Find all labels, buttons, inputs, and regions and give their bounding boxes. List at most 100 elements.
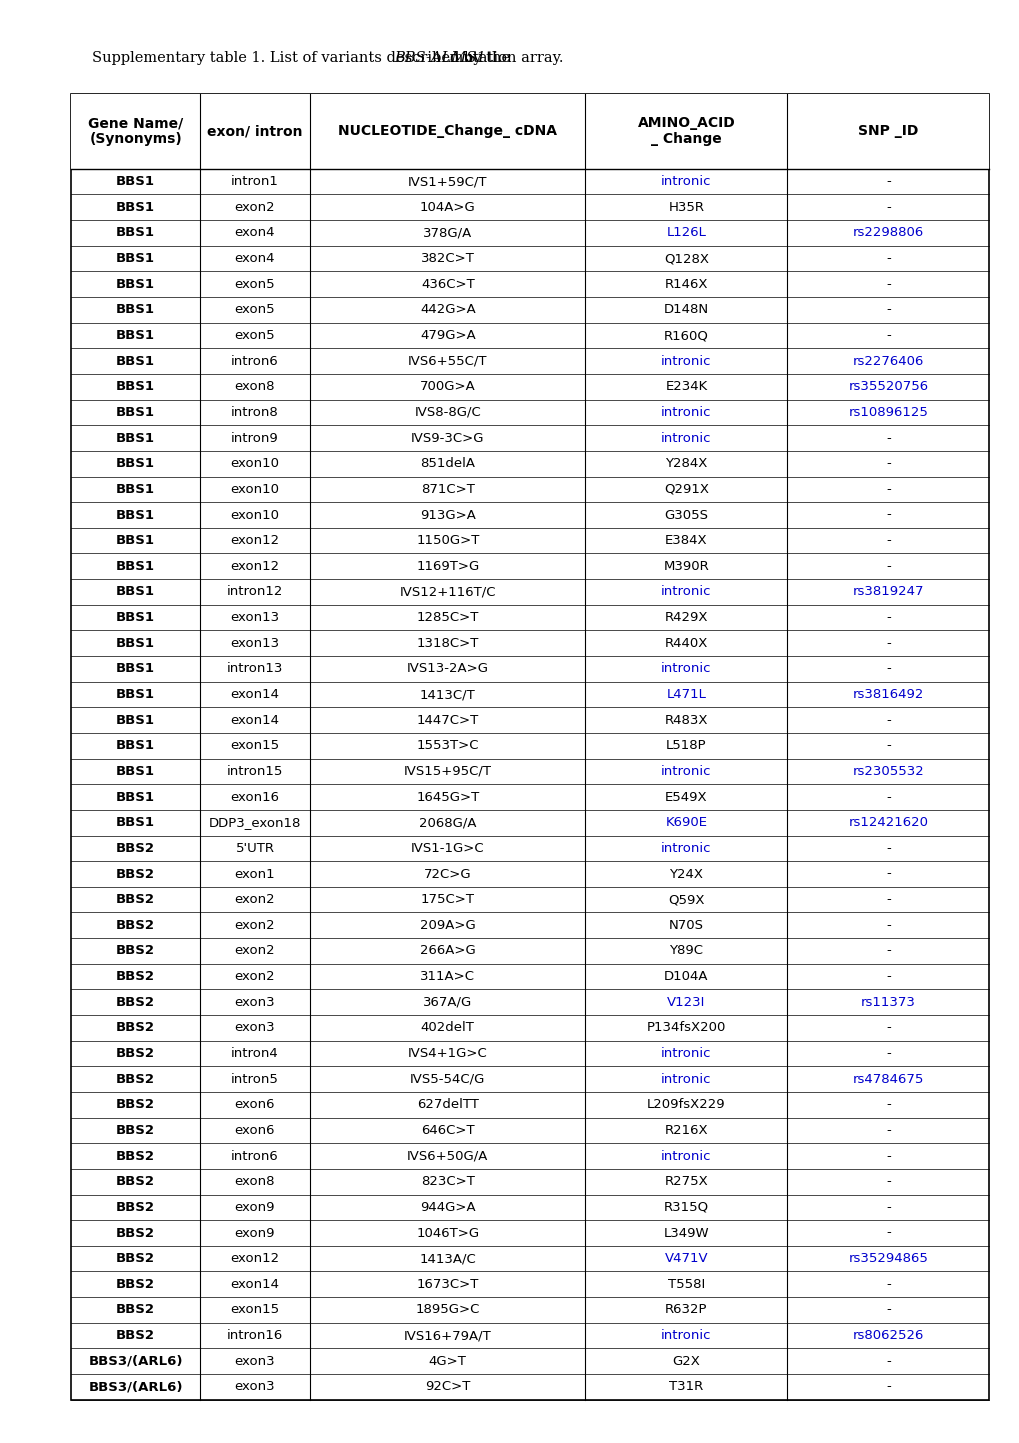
- Text: -: -: [886, 303, 890, 316]
- Text: -: -: [886, 791, 890, 804]
- Text: Q59X: Q59X: [667, 893, 704, 906]
- Text: BBS2: BBS2: [116, 1303, 155, 1316]
- Text: exon2: exon2: [234, 945, 275, 958]
- Text: Supplementary table 1. List of variants described by the: Supplementary table 1. List of variants …: [92, 51, 514, 65]
- Text: -: -: [886, 329, 890, 342]
- Text: G305S: G305S: [663, 508, 708, 521]
- Text: exon3: exon3: [234, 996, 275, 1009]
- Text: R632P: R632P: [664, 1303, 707, 1316]
- Text: -: -: [886, 560, 890, 573]
- Text: exon5: exon5: [234, 303, 275, 316]
- Text: exon8: exon8: [234, 381, 275, 394]
- Text: intron9: intron9: [231, 431, 278, 444]
- Text: intronic: intronic: [660, 841, 711, 854]
- Text: BBS2: BBS2: [116, 945, 155, 958]
- Text: 436C>T: 436C>T: [421, 277, 474, 290]
- Text: IVS15+95C/T: IVS15+95C/T: [404, 765, 491, 778]
- Text: intron15: intron15: [226, 765, 283, 778]
- Text: BBS2: BBS2: [116, 1227, 155, 1240]
- Text: -: -: [886, 1201, 890, 1214]
- Text: exon3: exon3: [234, 1022, 275, 1035]
- Text: rs2305532: rs2305532: [852, 765, 923, 778]
- Text: intron6: intron6: [231, 1150, 278, 1163]
- Text: BBS1: BBS1: [116, 765, 155, 778]
- Text: exon2: exon2: [234, 893, 275, 906]
- Text: G2X: G2X: [672, 1355, 700, 1368]
- Text: BBS1: BBS1: [116, 714, 155, 727]
- Text: -: -: [886, 636, 890, 649]
- Text: exon12: exon12: [230, 560, 279, 573]
- Text: 1150G>T: 1150G>T: [416, 534, 479, 547]
- Text: R440X: R440X: [664, 636, 707, 649]
- Text: 209A>G: 209A>G: [420, 919, 475, 932]
- Text: -: -: [886, 662, 890, 675]
- Text: rs3819247: rs3819247: [852, 586, 923, 599]
- Text: L349W: L349W: [663, 1227, 708, 1240]
- Text: BBS1: BBS1: [116, 329, 155, 342]
- Text: 4G>T: 4G>T: [428, 1355, 467, 1368]
- Text: exon10: exon10: [230, 457, 279, 470]
- Text: -: -: [886, 970, 890, 983]
- Text: IVS6+50G/A: IVS6+50G/A: [407, 1150, 488, 1163]
- Text: 72C>G: 72C>G: [424, 867, 471, 880]
- Text: -: -: [886, 534, 890, 547]
- Text: -: -: [886, 1124, 890, 1137]
- Text: BBS1: BBS1: [116, 508, 155, 521]
- Text: -: -: [886, 1098, 890, 1111]
- Text: rs35520756: rs35520756: [848, 381, 927, 394]
- Text: intronic: intronic: [660, 355, 711, 368]
- Text: -: -: [886, 1175, 890, 1188]
- Text: 479G>A: 479G>A: [420, 329, 475, 342]
- Text: L471L: L471L: [665, 688, 706, 701]
- Text: R315Q: R315Q: [663, 1201, 708, 1214]
- Bar: [71, 94, 988, 1400]
- Text: rs10896125: rs10896125: [848, 405, 927, 418]
- Text: IVS6+55C/T: IVS6+55C/T: [408, 355, 487, 368]
- Text: intronic: intronic: [660, 405, 711, 418]
- Text: intron4: intron4: [231, 1048, 278, 1061]
- Text: exon6: exon6: [234, 1098, 275, 1111]
- Text: intronic: intronic: [660, 662, 711, 675]
- Text: -: -: [886, 253, 890, 266]
- Text: 823C>T: 823C>T: [421, 1175, 474, 1188]
- Text: 5'UTR: 5'UTR: [235, 841, 274, 854]
- Text: mutation array.: mutation array.: [444, 51, 562, 65]
- Text: BBS1: BBS1: [116, 483, 155, 496]
- Text: BBS1: BBS1: [116, 355, 155, 368]
- Text: intron12: intron12: [226, 586, 283, 599]
- Text: 1553T>C: 1553T>C: [416, 739, 479, 752]
- Text: -: -: [886, 841, 890, 854]
- Text: -: -: [886, 483, 890, 496]
- Text: BBS1: BBS1: [116, 662, 155, 675]
- Text: exon10: exon10: [230, 483, 279, 496]
- Text: BBS2: BBS2: [116, 919, 155, 932]
- Text: BBS1: BBS1: [116, 610, 155, 623]
- Text: rs8062526: rs8062526: [852, 1329, 923, 1342]
- Text: -: -: [886, 867, 890, 880]
- Text: BBS1: BBS1: [116, 201, 155, 214]
- Text: BBS1: BBS1: [116, 534, 155, 547]
- Text: rs4784675: rs4784675: [852, 1072, 923, 1085]
- Text: BBS1: BBS1: [116, 175, 155, 188]
- Text: 92C>T: 92C>T: [425, 1381, 470, 1394]
- Text: -: -: [886, 1022, 890, 1035]
- Text: rs35294865: rs35294865: [848, 1253, 927, 1266]
- Text: R160Q: R160Q: [663, 329, 708, 342]
- Text: exon12: exon12: [230, 534, 279, 547]
- Text: IVS12+116T/C: IVS12+116T/C: [399, 586, 495, 599]
- Text: -: -: [886, 431, 890, 444]
- Text: 1413C/T: 1413C/T: [420, 688, 475, 701]
- Text: 2068G/A: 2068G/A: [419, 817, 476, 830]
- Text: BBS2: BBS2: [116, 841, 155, 854]
- Text: intronic: intronic: [660, 175, 711, 188]
- Text: BBS2: BBS2: [116, 1329, 155, 1342]
- Text: intronic: intronic: [660, 1048, 711, 1061]
- Text: R146X: R146X: [664, 277, 707, 290]
- Text: L209fsX229: L209fsX229: [646, 1098, 726, 1111]
- Text: exon4: exon4: [234, 253, 275, 266]
- Text: intronic: intronic: [660, 1329, 711, 1342]
- Text: exon2: exon2: [234, 970, 275, 983]
- Text: 627delTT: 627delTT: [417, 1098, 478, 1111]
- Text: BBS1: BBS1: [116, 381, 155, 394]
- Text: 266A>G: 266A>G: [420, 945, 475, 958]
